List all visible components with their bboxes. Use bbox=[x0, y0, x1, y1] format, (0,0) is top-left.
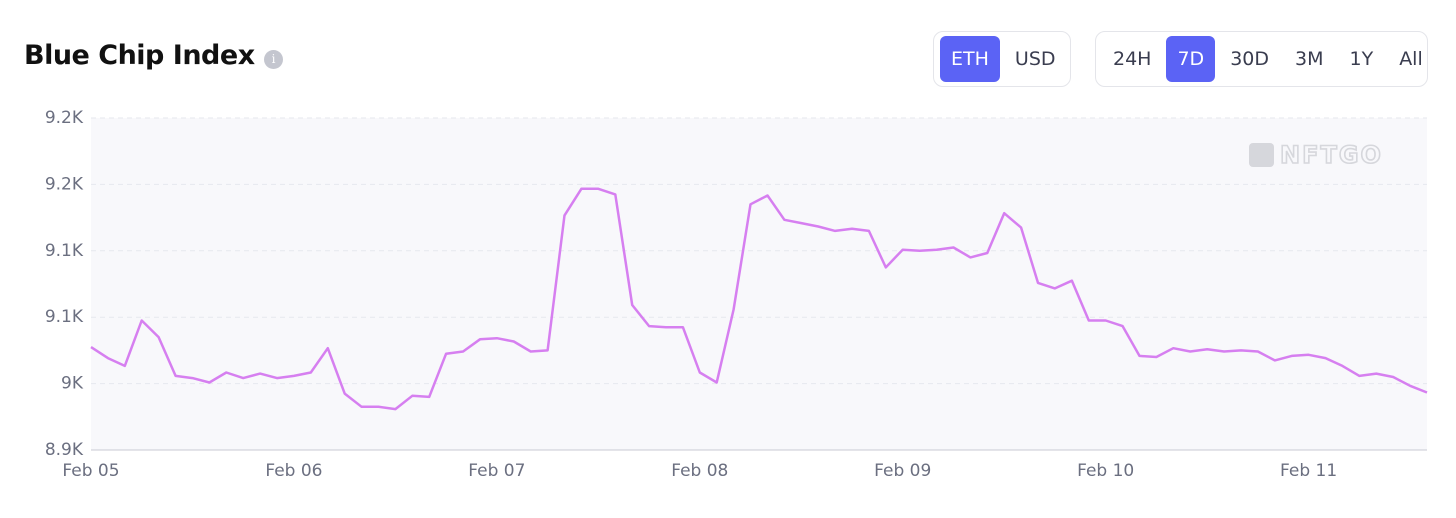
watermark-logo bbox=[1249, 143, 1274, 167]
x-tick-label: Feb 06 bbox=[265, 461, 322, 481]
title: Blue Chip Index bbox=[24, 40, 255, 71]
plot-background bbox=[91, 118, 1427, 450]
toggle-button[interactable]: 30D bbox=[1230, 48, 1269, 70]
x-tick-label: Feb 10 bbox=[1077, 461, 1134, 481]
info-icon[interactable]: i bbox=[264, 50, 283, 69]
y-tick-label: 9K bbox=[61, 374, 84, 394]
toggle-button[interactable]: 1Y bbox=[1349, 48, 1374, 70]
toggle-button[interactable]: 7D bbox=[1166, 36, 1216, 82]
data-line bbox=[90, 187, 1428, 411]
toggle-button[interactable]: All bbox=[1399, 48, 1423, 70]
toggle-button[interactable]: 24H bbox=[1113, 48, 1152, 70]
toggle-button[interactable]: USD bbox=[1014, 48, 1056, 70]
currency-toggle: ETH USD bbox=[933, 31, 1071, 87]
y-tick-label: 8.9K bbox=[45, 440, 84, 460]
x-tick-label: Feb 08 bbox=[671, 461, 728, 481]
watermark: NFTGO bbox=[1280, 141, 1383, 169]
y-tick-label: 9.2K bbox=[45, 108, 84, 128]
range-toggle: 24H 7D 30D 3M 1Y All bbox=[1095, 31, 1428, 87]
x-tick-label: Feb 07 bbox=[468, 461, 525, 481]
x-tick-label: Feb 05 bbox=[62, 461, 119, 481]
toggle-button[interactable]: ETH bbox=[940, 36, 1000, 82]
y-tick-label: 9.1K bbox=[45, 307, 84, 327]
x-tick-label: Feb 11 bbox=[1280, 461, 1337, 481]
toggle-button[interactable]: 3M bbox=[1295, 48, 1324, 70]
y-tick-label: 9.2K bbox=[45, 174, 84, 194]
x-tick-label: Feb 09 bbox=[874, 461, 931, 481]
y-tick-label: 9.1K bbox=[45, 241, 84, 261]
